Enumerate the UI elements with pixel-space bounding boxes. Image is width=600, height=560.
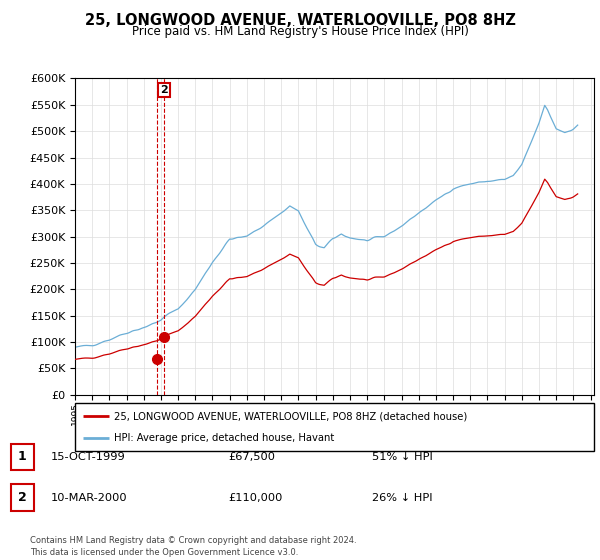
Text: 2: 2 bbox=[160, 85, 168, 95]
Text: 2: 2 bbox=[18, 491, 26, 505]
FancyBboxPatch shape bbox=[11, 484, 34, 511]
Text: 26% ↓ HPI: 26% ↓ HPI bbox=[372, 493, 433, 503]
Text: 51% ↓ HPI: 51% ↓ HPI bbox=[372, 452, 433, 462]
Text: HPI: Average price, detached house, Havant: HPI: Average price, detached house, Hava… bbox=[114, 433, 334, 443]
FancyBboxPatch shape bbox=[11, 444, 34, 470]
Text: £67,500: £67,500 bbox=[228, 452, 275, 462]
Text: 25, LONGWOOD AVENUE, WATERLOOVILLE, PO8 8HZ (detached house): 25, LONGWOOD AVENUE, WATERLOOVILLE, PO8 … bbox=[114, 411, 467, 421]
Text: £110,000: £110,000 bbox=[228, 493, 283, 503]
Text: 10-MAR-2000: 10-MAR-2000 bbox=[51, 493, 128, 503]
FancyBboxPatch shape bbox=[75, 403, 594, 451]
Text: 25, LONGWOOD AVENUE, WATERLOOVILLE, PO8 8HZ: 25, LONGWOOD AVENUE, WATERLOOVILLE, PO8 … bbox=[85, 13, 515, 29]
Text: 1: 1 bbox=[18, 450, 26, 464]
Text: 15-OCT-1999: 15-OCT-1999 bbox=[51, 452, 126, 462]
Text: Contains HM Land Registry data © Crown copyright and database right 2024.
This d: Contains HM Land Registry data © Crown c… bbox=[30, 536, 356, 557]
Text: Price paid vs. HM Land Registry's House Price Index (HPI): Price paid vs. HM Land Registry's House … bbox=[131, 25, 469, 38]
